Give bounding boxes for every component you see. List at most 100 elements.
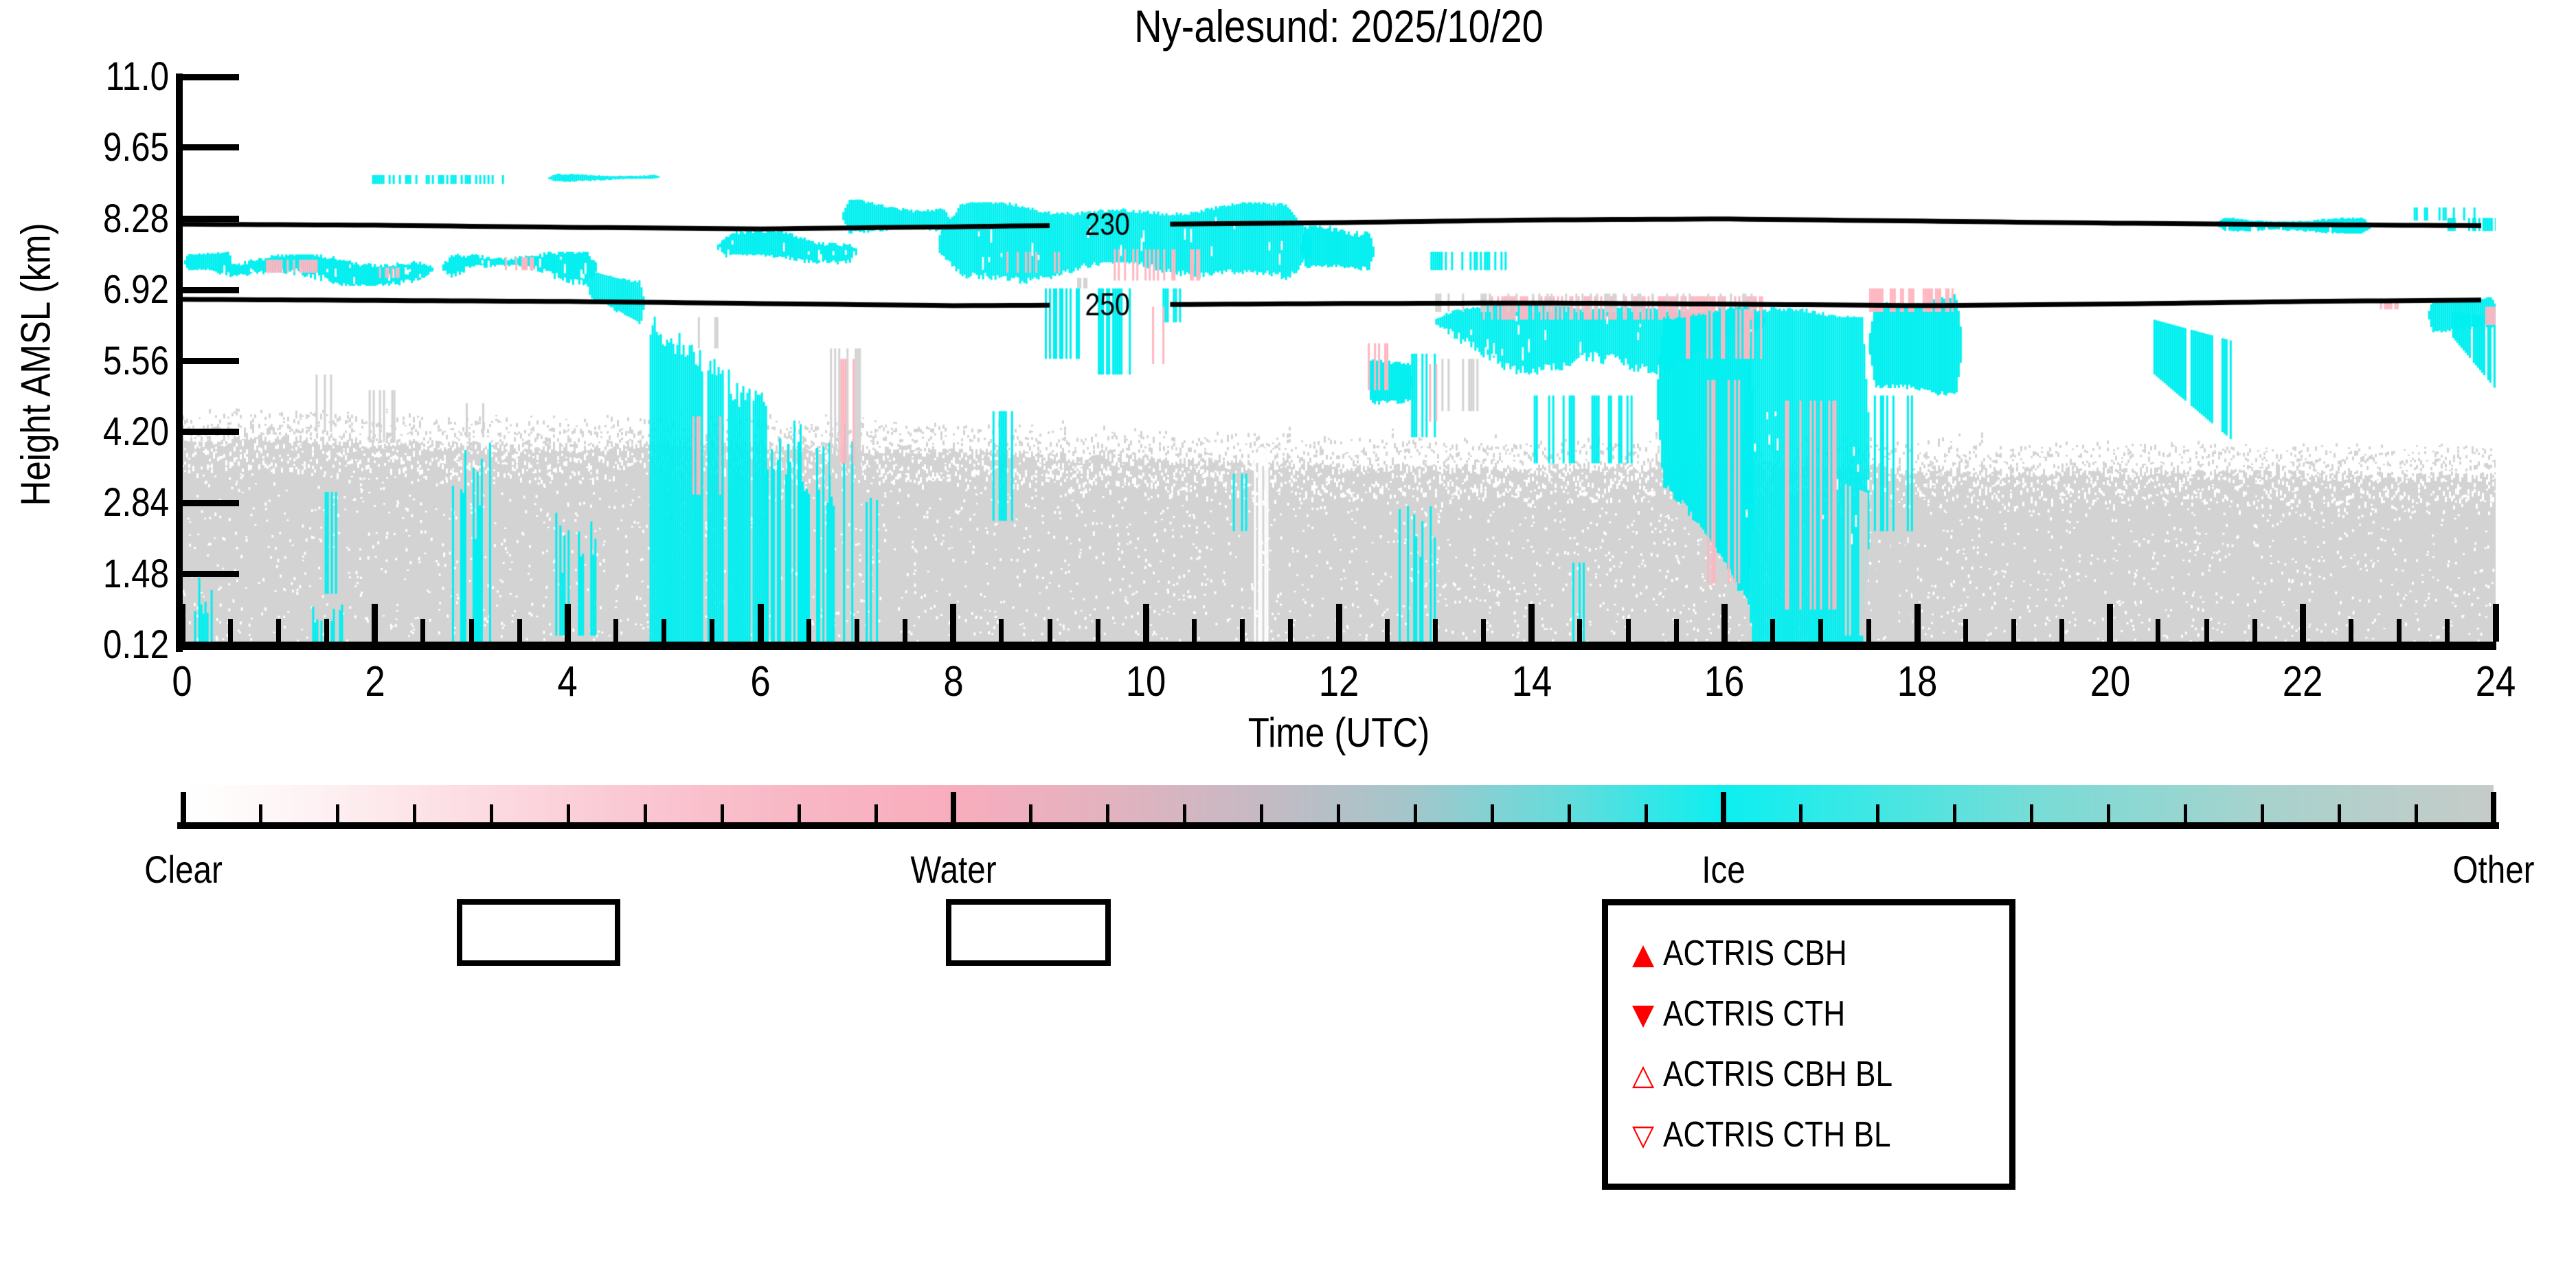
x-tick-minor: [1240, 619, 1245, 642]
x-tick-minor: [2397, 619, 2402, 642]
y-tick-label: 2.84: [103, 480, 169, 526]
y-tick: [183, 216, 239, 223]
y-tick-label: 9.65: [103, 124, 169, 170]
colorbar-tick-minor: [1028, 804, 1032, 822]
colorbar-tick-minor: [644, 804, 648, 822]
colorbar-tick-major: [2491, 792, 2496, 822]
y-tick-label: 8.28: [103, 196, 169, 241]
x-tick-minor: [1047, 619, 1052, 642]
x-tick-minor: [2349, 619, 2353, 642]
x-tick-major: [1142, 604, 1149, 642]
empty-legend-box-2: [946, 899, 1111, 966]
colorbar-tick-minor: [258, 804, 262, 822]
x-tick-label: 4: [557, 658, 578, 705]
colorbar-tick-minor: [1105, 804, 1109, 822]
x-tick-minor: [2011, 619, 2016, 642]
x-tick-label: 2: [364, 658, 385, 705]
x-tick-minor: [854, 619, 859, 642]
x-tick-major: [2299, 604, 2306, 642]
open-down-triangle-icon: ▽: [1631, 1118, 1655, 1152]
colorbar-label-other: Other: [2452, 848, 2535, 891]
colorbar-tick-minor: [2184, 804, 2188, 822]
x-tick-label: 20: [2090, 658, 2130, 705]
y-tick-label: 4.20: [103, 409, 169, 454]
x-tick-major: [2107, 604, 2114, 642]
legend-item: ▽ ACTRIS CTH BL: [1623, 1105, 2009, 1165]
x-tick-label: 12: [1318, 658, 1359, 705]
colorbar-tick-minor: [335, 804, 339, 822]
plot-title: Ny-alesund: 2025/10/20: [1134, 1, 1544, 52]
legend-item: ▼ ACTRIS CTH: [1623, 984, 2009, 1044]
colorbar-label-water: Water: [910, 848, 997, 891]
x-tick-label: 6: [750, 658, 771, 705]
y-tick: [183, 499, 239, 506]
colorbar-tick-minor: [2415, 804, 2419, 822]
filled-up-triangle-icon: ▲: [1631, 936, 1655, 971]
x-tick-major: [2492, 604, 2499, 642]
x-tick-minor: [1818, 619, 1824, 642]
empty-legend-box-1: [457, 899, 620, 966]
y-tick: [183, 571, 239, 578]
x-tick-label: 16: [1704, 658, 1745, 705]
x-tick-label: 0: [172, 658, 192, 705]
legend-item: △ ACTRIS CBH BL: [1623, 1044, 2009, 1105]
colorbar-label-clear: Clear: [144, 848, 223, 891]
x-tick-major: [1914, 604, 1921, 642]
legend-item-label: ACTRIS CBH: [1663, 934, 1847, 973]
x-tick-minor: [1625, 619, 1631, 642]
y-tick: [183, 144, 239, 151]
x-tick-minor: [227, 619, 233, 642]
x-tick-major: [372, 604, 379, 642]
x-tick-minor: [1192, 619, 1197, 642]
x-tick-minor: [1432, 619, 1438, 642]
actris-legend: ▲ ACTRIS CBH ▼ ACTRIS CTH △ ACTRIS CBH BL ▽ ACT…: [1602, 899, 2015, 1190]
x-tick-minor: [1770, 619, 1775, 642]
colorbar-baseline: [177, 822, 2499, 829]
colorbar-tick-minor: [1337, 804, 1340, 822]
x-tick-label: 8: [942, 658, 964, 705]
x-tick-label: 22: [2283, 658, 2323, 705]
x-tick-minor: [275, 619, 281, 642]
y-tick: [183, 642, 239, 648]
colorbar-label-ice: Ice: [1702, 848, 1745, 891]
x-tick-minor: [2204, 619, 2209, 642]
colorbar-tick-minor: [489, 804, 493, 822]
y-tick-label: 0.12: [103, 622, 169, 667]
y-axis-spine: [176, 74, 183, 652]
x-tick-minor: [1095, 619, 1100, 642]
x-tick-label: 10: [1126, 658, 1166, 705]
y-tick-label: 5.56: [103, 338, 169, 383]
x-tick-minor: [999, 619, 1004, 642]
colorbar-tick-minor: [2338, 804, 2342, 822]
x-tick-minor: [517, 619, 522, 642]
colorbar-tick-minor: [2261, 804, 2265, 822]
colorbar-tick-minor: [1645, 804, 1649, 822]
y-tick-label: 1.48: [103, 551, 169, 596]
colorbar-tick-minor: [874, 804, 879, 822]
x-tick-minor: [710, 619, 715, 642]
x-tick-minor: [2445, 619, 2450, 642]
x-tick-minor: [1384, 619, 1390, 642]
y-tick: [183, 74, 239, 80]
x-tick-minor: [903, 619, 907, 642]
x-tick-minor: [1673, 619, 1679, 642]
x-tick-label: 18: [1897, 658, 1938, 705]
y-tick: [183, 429, 239, 436]
y-tick: [183, 358, 239, 364]
colorbar-tick-minor: [721, 804, 725, 822]
colorbar-tick-minor: [1952, 804, 1956, 822]
colorbar-tick-minor: [1414, 804, 1418, 822]
x-tick-major: [757, 604, 764, 642]
x-tick-minor: [324, 619, 329, 642]
x-axis-spine: [176, 642, 2496, 650]
x-tick-minor: [662, 619, 667, 642]
y-tick-label: 6.92: [103, 267, 169, 313]
legend-item-label: ACTRIS CTH: [1663, 994, 1846, 1034]
x-tick-minor: [2059, 619, 2064, 642]
x-tick-minor: [1577, 619, 1583, 642]
x-tick-minor: [1288, 619, 1293, 642]
x-tick-minor: [806, 619, 811, 642]
colorbar-tick-minor: [1182, 804, 1186, 822]
x-tick-major: [564, 604, 571, 642]
